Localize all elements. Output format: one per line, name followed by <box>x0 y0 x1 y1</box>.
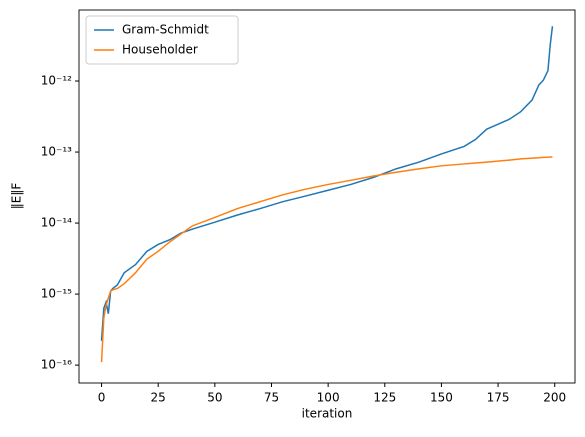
y-tick-label: 10⁻¹⁵ <box>41 287 72 301</box>
x-tick-label: 175 <box>487 391 510 405</box>
y-tick-label: 10⁻¹⁶ <box>41 358 72 372</box>
x-axis-label: iteration <box>302 407 353 421</box>
y-tick-label: 10⁻¹⁴ <box>41 216 72 230</box>
x-tick-label: 100 <box>317 391 340 405</box>
y-tick-label: 10⁻¹³ <box>41 145 72 159</box>
x-tick-label: 200 <box>543 391 566 405</box>
legend-label: Gram-Schmidt <box>122 23 209 37</box>
y-axis-label: ‖E‖F <box>10 183 24 210</box>
plot-frame <box>78 9 576 384</box>
x-tick-label: 75 <box>264 391 279 405</box>
x-tick-label: 50 <box>207 391 222 405</box>
series-line <box>100 26 554 341</box>
x-tick-label: 0 <box>98 391 106 405</box>
legend-box <box>85 15 239 65</box>
y-tick-label: 10⁻¹² <box>41 74 72 88</box>
legend-label: Householder <box>122 43 198 57</box>
x-tick-label: 25 <box>151 391 166 405</box>
series-line <box>100 156 553 363</box>
x-tick-label: 125 <box>373 391 396 405</box>
x-tick-label: 150 <box>430 391 453 405</box>
